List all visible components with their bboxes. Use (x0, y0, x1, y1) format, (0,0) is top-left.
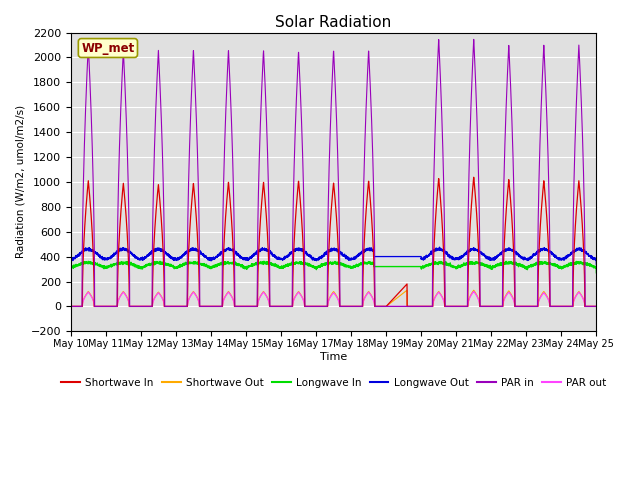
Longwave In (592, 264, 600, 270)
Shortwave Out (314, 303, 321, 309)
Shortwave In (451, 303, 459, 309)
PAR in (481, 303, 489, 309)
X-axis label: Time: Time (320, 352, 348, 362)
Line: PAR out: PAR out (71, 291, 596, 306)
PAR out (67, 303, 75, 309)
Shortwave Out (422, 303, 430, 309)
Longwave In (67, 264, 75, 270)
Longwave In (481, 262, 489, 268)
Shortwave Out (593, 303, 600, 309)
PAR out (422, 303, 430, 309)
Shortwave Out (592, 303, 600, 309)
PAR in (422, 303, 430, 309)
Longwave Out (592, 255, 600, 261)
Shortwave Out (403, 288, 411, 293)
Longwave Out (593, 261, 600, 267)
PAR out (592, 303, 600, 309)
Shortwave In (470, 174, 477, 180)
PAR in (592, 303, 600, 309)
Line: PAR in: PAR in (71, 39, 596, 306)
Y-axis label: Radiation (W/m2, umol/m2/s): Radiation (W/m2, umol/m2/s) (15, 106, 25, 259)
Longwave In (314, 264, 322, 269)
Longwave Out (314, 256, 321, 262)
Longwave In (161, 261, 169, 267)
Title: Solar Radiation: Solar Radiation (275, 15, 392, 30)
Shortwave In (67, 303, 75, 309)
Shortwave Out (451, 303, 459, 309)
Line: Longwave Out: Longwave Out (71, 247, 596, 264)
Line: Shortwave Out: Shortwave Out (71, 290, 596, 306)
Longwave Out (161, 251, 169, 256)
Longwave In (260, 258, 268, 264)
Shortwave Out (481, 303, 489, 309)
Shortwave In (161, 303, 169, 309)
Longwave Out (481, 254, 489, 260)
Longwave In (451, 264, 459, 270)
PAR out (314, 303, 321, 309)
Longwave In (593, 270, 600, 276)
Shortwave In (314, 303, 321, 309)
PAR in (451, 303, 459, 309)
PAR in (593, 303, 600, 309)
PAR out (161, 303, 169, 309)
Line: Shortwave In: Shortwave In (71, 177, 596, 306)
Shortwave In (422, 303, 430, 309)
Longwave In (422, 262, 430, 268)
PAR out (593, 303, 600, 309)
Legend: Shortwave In, Shortwave Out, Longwave In, Longwave Out, PAR in, PAR out: Shortwave In, Shortwave Out, Longwave In… (57, 373, 610, 392)
Shortwave Out (67, 303, 75, 309)
Longwave Out (422, 254, 430, 260)
Longwave Out (451, 255, 459, 261)
Shortwave Out (161, 303, 169, 309)
PAR in (67, 303, 75, 309)
Line: Longwave In: Longwave In (71, 261, 596, 273)
Longwave Out (67, 256, 75, 262)
PAR in (470, 36, 477, 42)
Shortwave In (593, 303, 600, 309)
PAR out (451, 303, 459, 309)
Text: WP_met: WP_met (81, 41, 134, 55)
PAR out (481, 303, 489, 309)
Shortwave In (481, 303, 489, 309)
PAR in (314, 303, 321, 309)
PAR out (470, 288, 477, 294)
PAR in (161, 303, 169, 309)
Longwave Out (436, 244, 444, 250)
Shortwave In (592, 303, 600, 309)
